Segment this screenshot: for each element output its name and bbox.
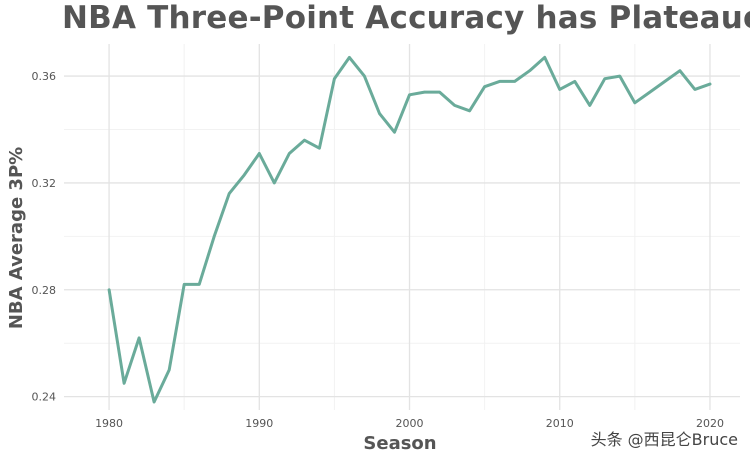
series-layer <box>107 55 712 404</box>
data-point <box>663 80 666 83</box>
data-point <box>423 91 426 94</box>
data-point <box>138 336 141 339</box>
data-point <box>678 69 681 72</box>
data-point <box>438 91 441 94</box>
data-point <box>333 77 336 80</box>
y-axis-label: NBA Average 3P% <box>6 147 27 329</box>
data-point <box>318 147 321 150</box>
data-point <box>378 112 381 115</box>
data-point <box>198 283 201 286</box>
data-point <box>183 283 186 286</box>
x-axis-label: Season <box>363 433 436 454</box>
data-point <box>363 75 366 78</box>
series-line <box>107 55 712 404</box>
data-point <box>288 152 291 155</box>
data-point <box>633 101 636 104</box>
data-point <box>453 104 456 107</box>
data-point <box>543 56 546 59</box>
y-tick-label: 0.32 <box>32 177 57 190</box>
data-point <box>558 88 561 91</box>
x-tick-label: 1980 <box>95 417 123 430</box>
data-point <box>228 192 231 195</box>
chart-title: NBA Three-Point Accuracy has Plateaued <box>62 0 750 36</box>
watermark: 头条 @西昆仑Bruce <box>590 430 738 449</box>
data-point <box>498 80 501 83</box>
data-point <box>303 139 306 142</box>
data-point <box>513 80 516 83</box>
data-point <box>348 56 351 59</box>
data-point <box>393 131 396 134</box>
y-tick-label: 0.28 <box>32 284 57 297</box>
grid-lines <box>64 44 740 410</box>
data-point <box>468 109 471 112</box>
data-point <box>693 88 696 91</box>
data-point <box>709 83 712 86</box>
data-point <box>243 173 246 176</box>
data-point <box>213 235 216 238</box>
data-point <box>588 104 591 107</box>
data-point <box>153 401 156 404</box>
data-point <box>123 382 126 385</box>
data-point <box>483 85 486 88</box>
data-point <box>573 80 576 83</box>
data-point <box>258 152 261 155</box>
x-tick-label: 1990 <box>245 417 273 430</box>
data-point <box>108 288 111 291</box>
data-point <box>408 93 411 96</box>
data-point <box>603 77 606 80</box>
y-tick-label: 0.24 <box>32 391 57 404</box>
data-point <box>618 75 621 78</box>
data-point <box>528 69 531 72</box>
x-tick-label: 2000 <box>396 417 424 430</box>
data-point <box>273 181 276 184</box>
x-tick-label: 2010 <box>546 417 574 430</box>
x-tick-label: 2020 <box>696 417 724 430</box>
tick-labels: 1980 1990 2000 2010 2020 0.24 0.28 0.32 0.36 <box>32 70 724 430</box>
data-point <box>168 368 171 371</box>
data-point <box>648 91 651 94</box>
y-tick-label: 0.36 <box>32 70 57 83</box>
